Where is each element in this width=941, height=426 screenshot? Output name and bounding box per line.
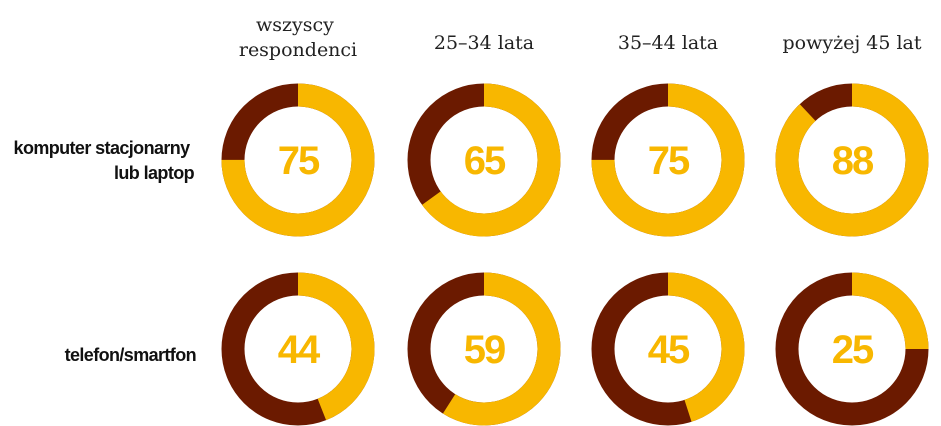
donut-value-arc-r1-c0 [221, 272, 375, 426]
donut-r0-c2: 75 [591, 83, 745, 237]
donut-r0-c3: 88 [775, 83, 929, 237]
donut-value-label-r0-c2: 75 [648, 139, 690, 183]
donut-value-arc-r1-c3 [775, 272, 929, 426]
column-header-all-respondents: wszyscy respondenci [239, 14, 357, 61]
donut-r1-c3: 25 [775, 272, 929, 426]
donut-value-arc-r0-c0 [221, 83, 375, 237]
donut-value-label-r1-c3: 25 [832, 328, 874, 372]
donut-value-arc-r0-c1 [407, 83, 561, 237]
donut-value-label-r0-c3: 88 [832, 139, 874, 183]
donut-value-arc-r1-c1 [407, 272, 561, 426]
donut-r1-c2: 45 [591, 272, 745, 426]
donut-group: 75 65 75 88 44 59 45 25 [221, 83, 929, 426]
donut-r1-c1: 59 [407, 272, 561, 426]
donut-value-label-r1-c2: 45 [648, 328, 690, 372]
column-header-25-34: 25–34 lata [434, 32, 534, 54]
donut-value-label-r0-c1: 65 [464, 139, 506, 183]
donut-value-label-r1-c0: 44 [278, 328, 321, 372]
donut-value-label-r1-c1: 59 [464, 328, 505, 372]
donut-value-label-r0-c0: 75 [278, 139, 320, 183]
donut-value-arc-r0-c2 [591, 83, 745, 237]
column-header-45-plus: powyżej 45 lat [782, 32, 921, 54]
donut-value-arc-r1-c2 [591, 272, 745, 426]
donut-r0-c1: 65 [407, 83, 561, 237]
donut-value-arc-r0-c3 [775, 83, 929, 237]
row-header-phone: telefon/smartfon [65, 345, 196, 365]
donut-r1-c0: 44 [221, 272, 375, 426]
donut-r0-c0: 75 [221, 83, 375, 237]
column-header-35-44: 35–44 lata [618, 32, 718, 54]
row-header-computer: komputer stacjonarny lub laptop [14, 138, 195, 183]
